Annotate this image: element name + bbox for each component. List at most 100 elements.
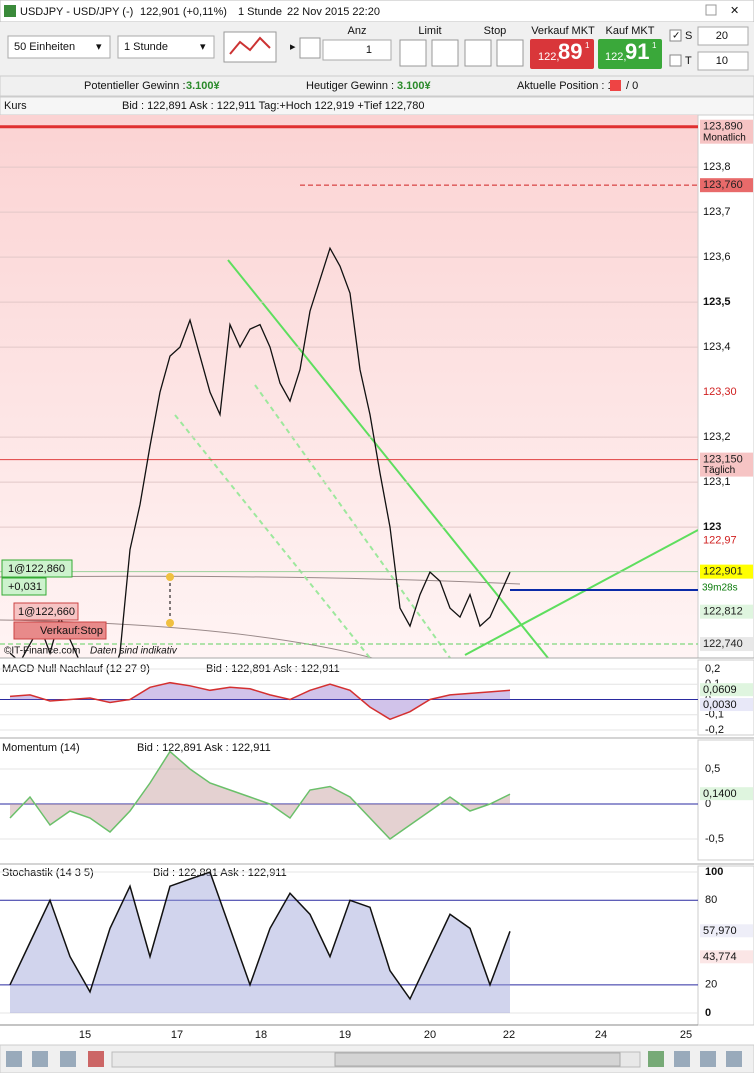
x-tick-label: 15	[79, 1029, 91, 1041]
level-label: 123,890	[703, 121, 743, 133]
potential-value: 3.100¥	[186, 80, 221, 92]
last-value: 43,774	[703, 951, 737, 963]
app-icon	[4, 5, 16, 17]
y-tick-label: 123,1	[703, 476, 731, 488]
indicator-line	[9, 681, 511, 721]
handle[interactable]	[166, 573, 174, 581]
sell-label: Verkauf MKT	[531, 25, 595, 37]
tool-icon[interactable]	[88, 1051, 104, 1067]
s-checkbox[interactable]	[669, 29, 682, 42]
stop-box[interactable]	[13, 621, 107, 640]
dropdown-arrow: ▾	[200, 41, 206, 53]
scroll-thumb[interactable]	[334, 1052, 621, 1067]
date: 22 Nov 2015 22:20	[287, 6, 380, 18]
info-bar	[0, 75, 754, 97]
period-select[interactable]	[117, 35, 215, 59]
handle[interactable]	[166, 619, 174, 627]
zoom-out[interactable]	[700, 1051, 716, 1067]
channel-line[interactable]	[174, 414, 371, 658]
indicator-line	[9, 750, 511, 840]
tool-icon[interactable]	[648, 1051, 664, 1067]
level-note: Monatlich	[703, 132, 746, 143]
limit-buy[interactable]	[399, 39, 427, 67]
pnl-box	[1, 577, 47, 596]
order-type: Verkauf:Stop	[40, 625, 103, 637]
settings-button[interactable]	[299, 37, 321, 59]
buy-sup: 1	[652, 41, 657, 50]
buy-button[interactable]	[598, 39, 662, 69]
y-tick-label: 0,2	[705, 663, 720, 675]
level-note: Täglich	[703, 465, 735, 476]
level-label: 123,150	[703, 454, 743, 466]
maximize[interactable]	[705, 4, 717, 16]
zoom-icon[interactable]	[674, 1051, 690, 1067]
order-pnl: +0,031	[8, 581, 42, 593]
countdown: 39m28s	[702, 583, 738, 594]
close-window[interactable]: ✕	[730, 5, 739, 17]
tool-icon[interactable]	[60, 1051, 76, 1067]
y-tick-label: -0,1	[705, 709, 724, 721]
s-check: ✓	[672, 31, 680, 42]
x-tick-label: 25	[680, 1029, 692, 1041]
limit-sell[interactable]	[431, 39, 459, 67]
y-tick-label: 123	[703, 521, 721, 533]
x-tick-label: 18	[255, 1029, 267, 1041]
price-line	[9, 246, 511, 658]
panel-axis	[697, 865, 754, 1026]
last-value-box	[700, 698, 753, 712]
x-tick-label: 24	[595, 1029, 607, 1041]
zoom-in[interactable]	[726, 1051, 742, 1067]
x-tick-label: 22	[503, 1029, 515, 1041]
indicator-line	[9, 871, 511, 1001]
watermark: ©IT-Finance.com	[4, 646, 80, 657]
stop-label: Stop	[484, 25, 507, 37]
t-input[interactable]	[697, 51, 749, 71]
panel-name: Kurs	[4, 100, 27, 112]
qty: 1	[366, 44, 372, 56]
order-box[interactable]	[1, 559, 73, 578]
quote: Bid : 122,891 Ask : 122,911	[137, 742, 271, 754]
sell-button[interactable]	[530, 39, 594, 69]
period: 1 Stunde	[238, 6, 282, 18]
units-select[interactable]	[7, 35, 111, 59]
last-value-box	[700, 924, 753, 938]
price-plot	[0, 125, 698, 658]
price-area	[0, 115, 698, 658]
level-box	[700, 564, 753, 579]
order-box[interactable]	[13, 602, 79, 621]
buy-label: Kauf MKT	[606, 25, 655, 37]
qty-input[interactable]	[322, 39, 392, 61]
chart-button[interactable]	[223, 31, 277, 63]
limit-label: Limit	[418, 25, 441, 37]
trend-line[interactable]	[464, 529, 698, 656]
trend-line[interactable]	[227, 259, 549, 658]
panel-name: Momentum (14)	[2, 742, 80, 754]
stop-buy[interactable]	[464, 39, 492, 67]
level-label: 123,760	[703, 179, 743, 191]
qty-label: Anz	[348, 25, 367, 37]
indicator-area	[10, 751, 510, 839]
indicator-area	[10, 872, 510, 1014]
tool-icon[interactable]	[6, 1051, 22, 1067]
dropdown-arrow: ▾	[96, 41, 102, 53]
today-value: 3.100¥	[397, 80, 432, 92]
expand[interactable]: ▸	[290, 41, 296, 53]
tool-icon[interactable]	[32, 1051, 48, 1067]
x-tick-label: 17	[171, 1029, 183, 1041]
y-tick-label: 0	[705, 1007, 711, 1019]
last-value: 0,1400	[703, 788, 737, 800]
channel-line[interactable]	[254, 384, 451, 658]
order: 1@122,660	[18, 606, 75, 618]
close-position[interactable]	[610, 80, 621, 91]
sell-sup: 1	[585, 41, 590, 50]
level-label: 122,740	[703, 638, 743, 650]
y-tick-label: 20	[705, 979, 717, 991]
s-input[interactable]	[697, 26, 749, 46]
y-tick-label: 0,5	[705, 763, 720, 775]
y-tick-label: -0,5	[705, 833, 724, 845]
t-checkbox[interactable]	[669, 54, 682, 67]
y-tick-label: 123,2	[703, 431, 731, 443]
stop-sell[interactable]	[496, 39, 524, 67]
position-label: Aktuelle Position : 1	[517, 80, 614, 92]
